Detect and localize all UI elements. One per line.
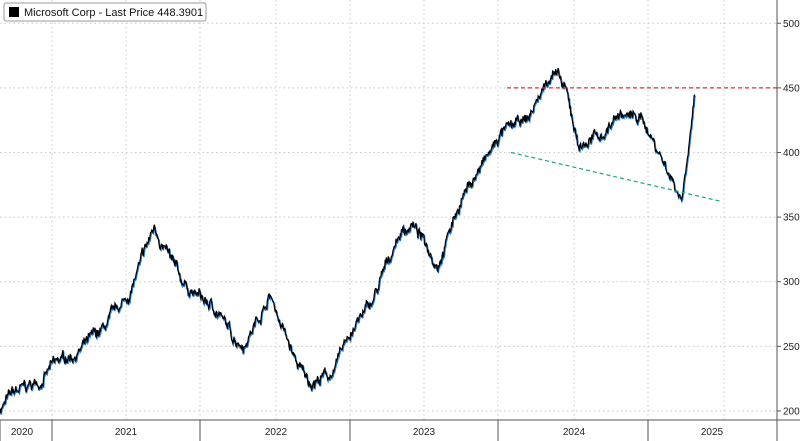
y-tick-label: 450 xyxy=(783,83,800,94)
annotations xyxy=(507,87,777,203)
x-tick-labels: 2020 2021 2022 2023 2024 2025 xyxy=(0,420,778,441)
gridlines xyxy=(0,0,777,420)
x-tick-label: 2021 xyxy=(115,427,138,438)
price-line xyxy=(0,67,696,414)
legend-swatch xyxy=(9,7,19,17)
legend-last-price: 448.3901 xyxy=(157,7,203,19)
y-tick-labels: 200 250 300 350 400 450 500 xyxy=(777,19,800,417)
legend-series-name: Microsoft Corp - Last Price xyxy=(24,7,154,19)
x-tick-label: 2025 xyxy=(701,427,724,438)
y-tick-label: 200 xyxy=(783,406,800,417)
y-tick-label: 350 xyxy=(783,213,800,224)
legend-label: Microsoft Corp - Last Price 448.3901 xyxy=(24,7,203,19)
x-tick-label: 2023 xyxy=(413,427,436,438)
y-tick-label: 400 xyxy=(783,148,800,159)
price-series xyxy=(0,67,697,415)
legend: Microsoft Corp - Last Price 448.3901 xyxy=(3,2,207,22)
legend-box xyxy=(3,2,207,22)
x-tick-label: 2020 xyxy=(11,427,34,438)
y-tick-label: 250 xyxy=(783,342,800,353)
price-line-accent xyxy=(0,69,697,415)
support-trendline xyxy=(510,151,723,203)
y-tick-label: 300 xyxy=(783,277,800,288)
y-tick-label: 500 xyxy=(783,19,800,30)
x-tick-label: 2024 xyxy=(563,427,586,438)
x-tick-label: 2022 xyxy=(265,427,288,438)
